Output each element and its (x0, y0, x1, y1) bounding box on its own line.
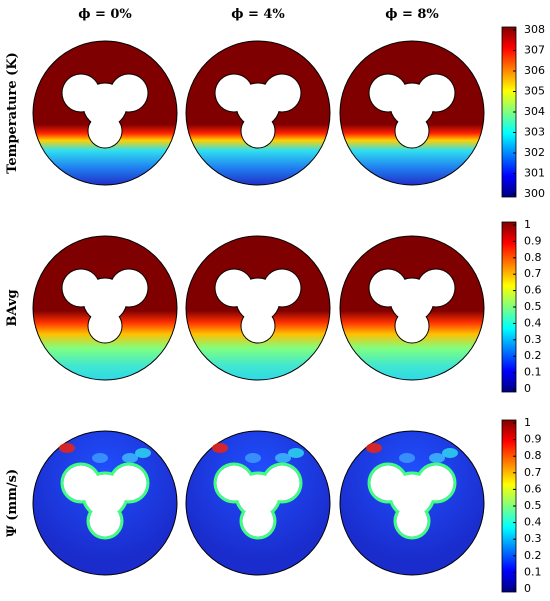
flow-cell (366, 443, 382, 453)
colorbar-tick-label: 306 (524, 64, 545, 77)
colorbar-tick-label: 0.4 (524, 316, 542, 329)
hole (63, 465, 99, 501)
hole (418, 465, 454, 501)
colorbar-tick-label: 0.1 (524, 366, 542, 379)
column-header: ϕ = 4% (231, 7, 285, 22)
hole (216, 465, 252, 501)
hole (111, 465, 147, 501)
colorbar-tick-label: 0.3 (524, 532, 542, 545)
colorbar-tick-label: 302 (524, 146, 545, 159)
colorbar-tick-label: 0.6 (524, 482, 542, 495)
colorbar-tick-label: 0.7 (524, 466, 542, 479)
colorbar-tick-label: 0.2 (524, 549, 542, 562)
row-label: BAvg (5, 289, 20, 326)
colorbar-tick-label: 1 (524, 218, 531, 231)
colorbar-tick-label: 0.9 (524, 433, 542, 446)
hole (89, 505, 121, 537)
hole (395, 114, 429, 148)
flow-cell (92, 453, 108, 463)
hole (396, 505, 428, 537)
hole (369, 269, 407, 307)
colorbar-tick-label: 0.8 (524, 449, 542, 462)
colorbar-tick-label: 0.3 (524, 333, 542, 346)
colorbar-tick-label: 0.2 (524, 349, 542, 362)
hole (263, 269, 301, 307)
hole (242, 505, 274, 537)
flow-cell (275, 453, 291, 463)
hole (215, 269, 253, 307)
flow-cell (122, 453, 138, 463)
hole (417, 74, 455, 112)
flow-cell (59, 443, 75, 453)
hole (88, 114, 122, 148)
hole (241, 309, 275, 343)
hole (417, 269, 455, 307)
hole (88, 309, 122, 343)
hole (62, 269, 100, 307)
hole (110, 74, 148, 112)
colorbar-tick-label: 0.6 (524, 284, 542, 297)
colorbar-tick-label: 0.1 (524, 565, 542, 578)
colorbar-tick-label: 307 (524, 44, 545, 57)
row-label: Ψ (mm/s) (5, 469, 20, 537)
colorbar-tick-label: 0.5 (524, 499, 542, 512)
hole (370, 465, 406, 501)
row-label: Temperature (K) (5, 52, 20, 174)
colorbar-tick-label: 0.9 (524, 234, 542, 247)
flow-cell (429, 453, 445, 463)
colorbar-tick-label: 0 (524, 382, 531, 395)
hole (263, 74, 301, 112)
colorbar-tick-label: 0.7 (524, 267, 542, 280)
hole (241, 114, 275, 148)
colorbar-tick-label: 0.5 (524, 300, 542, 313)
flow-cell (399, 453, 415, 463)
column-header: ϕ = 8% (385, 7, 439, 22)
colorbar-tick-label: 0 (524, 582, 531, 595)
flow-cell (288, 448, 304, 458)
hole (369, 74, 407, 112)
colorbar-tick-label: 301 (524, 167, 545, 180)
hole (215, 74, 253, 112)
flow-cell (212, 443, 228, 453)
colorbar-tick-label: 0.8 (524, 251, 542, 264)
colorbar-tick-label: 300 (524, 187, 545, 200)
flow-cell (442, 448, 458, 458)
colorbar-tick-label: 305 (524, 85, 545, 98)
colorbar-tick-label: 1 (524, 416, 531, 429)
hole (395, 309, 429, 343)
flow-cell (245, 453, 261, 463)
colorbar-tick-label: 303 (524, 126, 545, 139)
column-header: ϕ = 0% (78, 7, 132, 22)
flow-cell (135, 448, 151, 458)
hole (264, 465, 300, 501)
colorbar-tick-label: 308 (524, 23, 545, 36)
hole (62, 74, 100, 112)
colorbar-tick-label: 304 (524, 105, 545, 118)
colorbar-tick-label: 0.4 (524, 516, 542, 529)
hole (110, 269, 148, 307)
